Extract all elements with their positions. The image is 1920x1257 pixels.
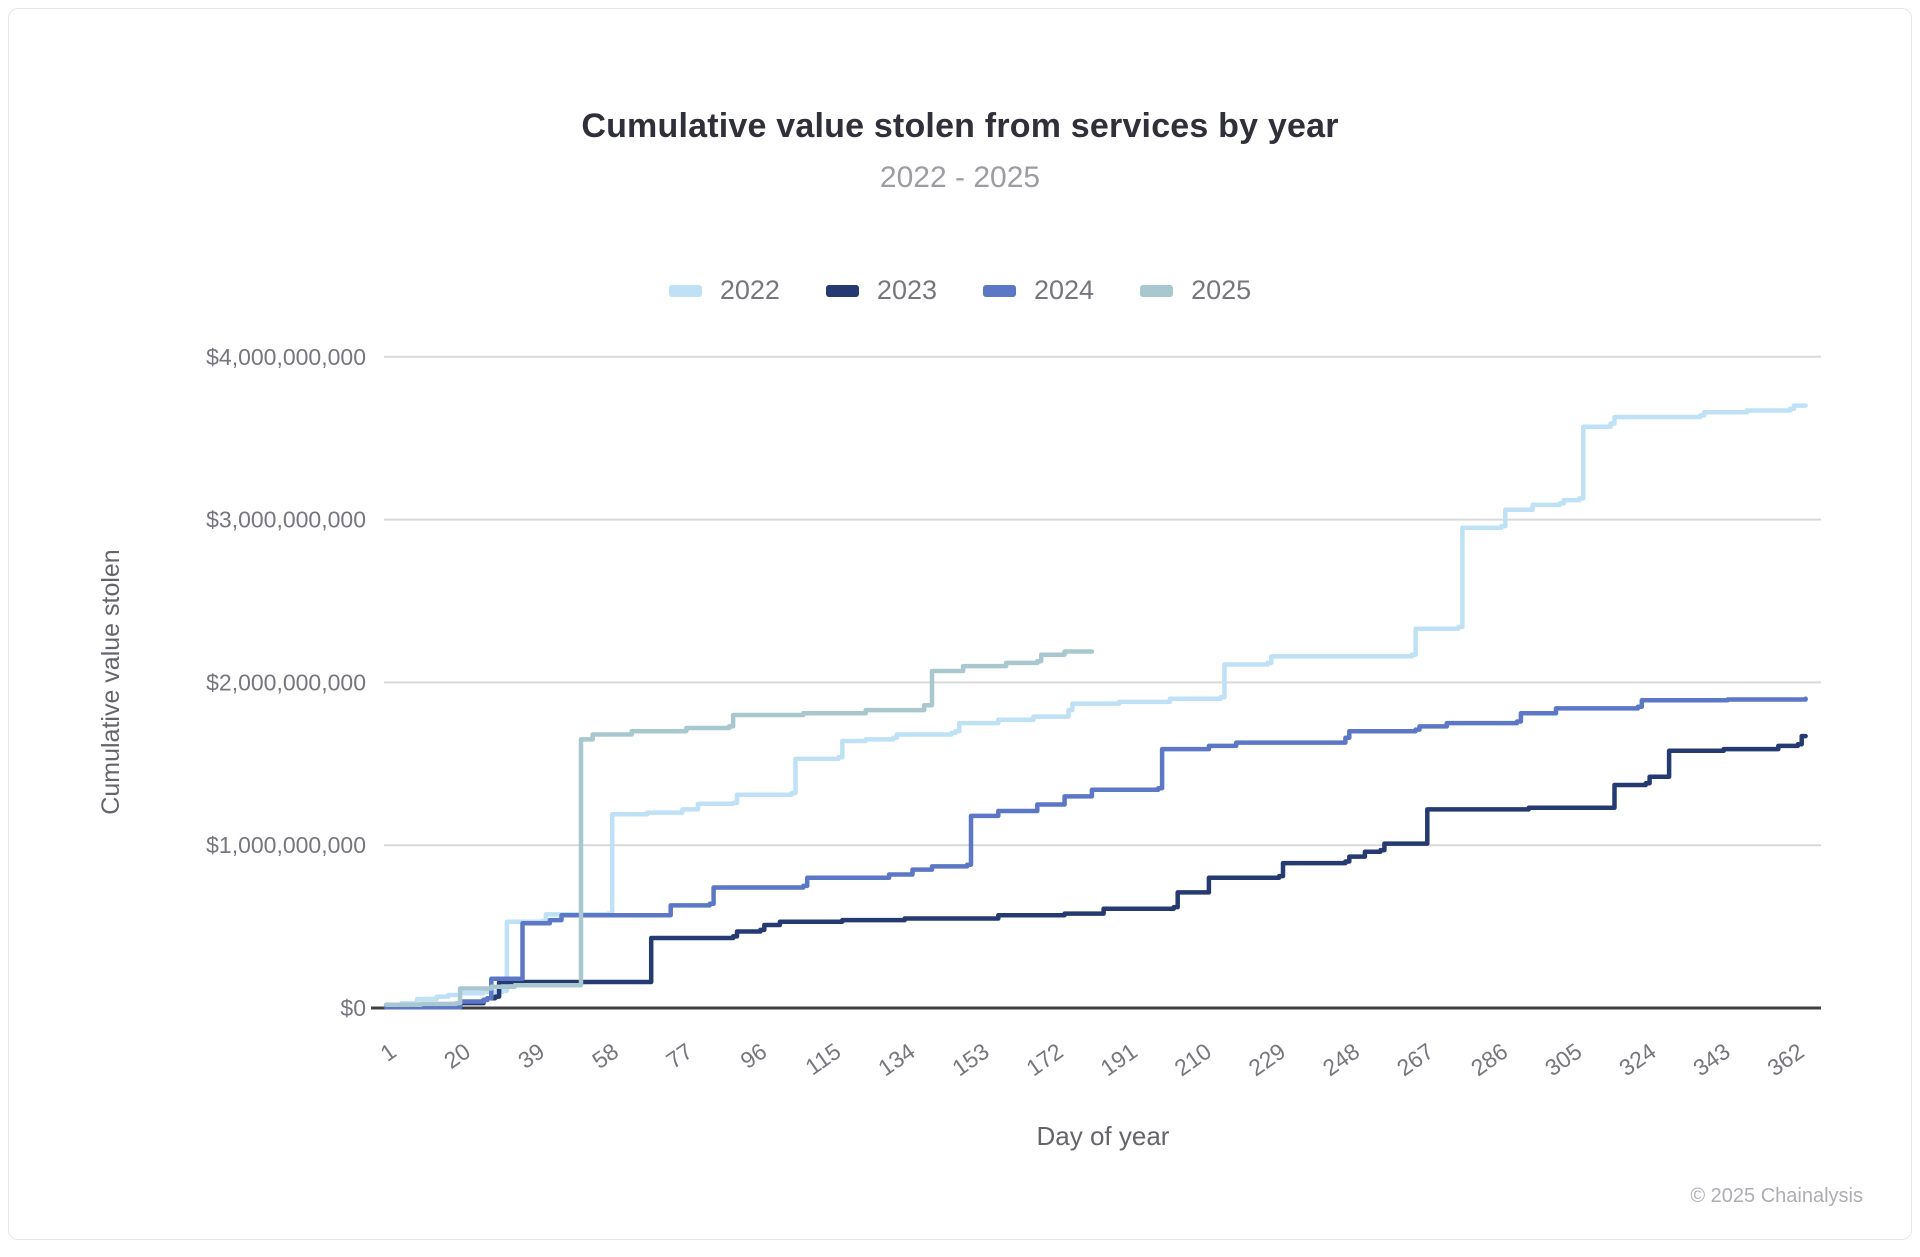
x-tick-label: 362 (1762, 1038, 1808, 1081)
y-tick-label: $4,000,000,000 (206, 344, 366, 370)
x-tick-label: 305 (1540, 1038, 1586, 1081)
x-tick-label: 172 (1021, 1038, 1067, 1081)
x-tick-label: 96 (735, 1038, 771, 1074)
series-line-2023 (386, 736, 1806, 1007)
x-tick-label: 267 (1392, 1038, 1438, 1081)
y-axis-title: Cumulative value stolen (97, 549, 125, 814)
x-tick-label: 77 (661, 1038, 697, 1074)
y-tick-label: $3,000,000,000 (206, 507, 366, 533)
x-tick-label: 191 (1096, 1038, 1142, 1081)
x-tick-label: 1 (375, 1038, 400, 1067)
y-tick-label: $2,000,000,000 (206, 669, 366, 695)
x-tick-label: 248 (1318, 1038, 1364, 1081)
chart-plot-area: $0 $1,000,000,000 $2,000,000,000 $3,000,000… (9, 9, 1920, 1257)
x-tick-label: 153 (947, 1038, 993, 1081)
series-line-2024 (386, 699, 1806, 1008)
x-tick-label: 229 (1244, 1038, 1290, 1081)
x-tick-label: 58 (587, 1038, 623, 1074)
y-tick-label: $0 (340, 995, 366, 1021)
series-line-2025 (386, 652, 1092, 1005)
x-tick-label: 20 (439, 1038, 475, 1074)
x-tick-label: 286 (1466, 1038, 1512, 1081)
y-tick-label: $1,000,000,000 (206, 832, 366, 858)
x-tick-label: 39 (513, 1038, 549, 1074)
x-tick-label: 343 (1688, 1038, 1734, 1081)
x-tick-label: 324 (1614, 1038, 1661, 1081)
x-tick-label: 210 (1170, 1038, 1216, 1081)
x-axis-title: Day of year (1037, 1121, 1170, 1151)
copyright-credit: © 2025 Chainalysis (1690, 1185, 1863, 1208)
x-tick-label: 134 (873, 1038, 920, 1081)
chart-card: Cumulative value stolen from services by… (8, 8, 1912, 1240)
x-tick-label: 115 (801, 1038, 846, 1080)
